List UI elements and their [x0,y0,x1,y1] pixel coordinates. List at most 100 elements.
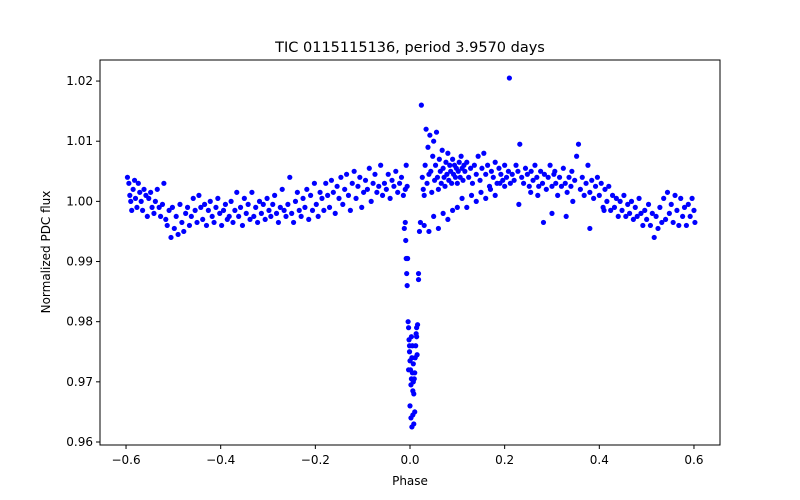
data-point [500,177,506,183]
data-point [634,213,640,220]
data-point [256,198,263,204]
data-point [325,192,331,198]
data-point [534,174,540,180]
data-point [326,204,333,210]
data-point [396,180,403,186]
data-point [604,198,610,204]
data-point [285,201,291,207]
data-point [611,204,618,210]
data-point [490,174,496,180]
data-point [260,201,266,207]
data-point [247,216,253,223]
data-point [415,270,422,277]
data-point [577,186,583,192]
data-point [368,198,374,204]
data-point [628,198,635,204]
data-point [562,180,568,186]
data-point [496,165,502,171]
data-point [406,349,413,355]
data-point [555,192,561,198]
data-point [432,162,439,168]
data-point [413,343,419,349]
data-point [530,177,536,183]
data-point [438,180,444,186]
data-point [583,180,589,186]
data-point [552,168,558,174]
data-point [564,189,570,195]
data-point [266,207,272,213]
data-point [404,183,410,189]
data-point [640,222,646,229]
data-point [549,210,555,216]
data-point [481,150,487,156]
data-point [406,343,413,349]
y-tick-label: 1.01 [66,134,93,148]
x-tick-label: −0.2 [301,453,330,467]
data-point [230,219,236,226]
data-point [439,147,445,153]
data-point [668,201,674,207]
data-point [272,192,278,198]
data-point [183,210,189,216]
chart-title: TIC 0115115136, period 3.9570 days [274,40,545,56]
data-point [543,186,549,192]
data-point [243,210,249,216]
data-point [408,334,415,340]
data-point [281,207,287,213]
data-point [411,421,417,427]
data-point [127,192,133,198]
data-point [414,322,421,328]
data-point [636,195,642,201]
y-axis-ticks: 0.96 0.97 0.98 0.99 1.00 1.01 1.02 [66,74,100,449]
data-point [462,168,468,174]
data-point [156,204,162,210]
data-point [568,183,574,189]
data-point [237,204,244,210]
data-point [436,156,442,162]
data-point [498,171,504,177]
data-point [398,174,405,180]
data-point [450,156,456,162]
data-point [606,183,612,189]
data-point [164,222,170,229]
data-point [298,213,304,220]
data-point [517,141,523,147]
data-point [657,204,663,210]
data-point [131,177,138,183]
data-point [623,213,629,220]
data-point [379,192,386,198]
data-point [458,153,464,159]
data-point [203,222,210,229]
data-point [135,180,141,186]
y-tick-label: 1.00 [66,194,93,208]
data-point [287,174,293,180]
data-point [393,168,399,174]
y-axis-label: Normalized PDC flux [39,191,53,314]
data-point [220,207,227,213]
data-point [273,210,280,216]
data-point [431,213,437,220]
data-point [477,177,483,183]
data-point [319,195,325,201]
data-point [306,216,312,223]
data-point [540,219,547,226]
data-point [560,165,566,171]
data-point [275,219,282,226]
data-point [494,180,500,186]
data-point [414,352,420,358]
data-point [662,216,669,223]
data-point [124,174,131,180]
data-point [452,174,459,180]
data-point [239,222,246,229]
data-point [444,171,450,177]
y-tick-label: 1.02 [66,74,93,88]
data-point [372,171,378,177]
data-point [374,189,380,195]
data-point [163,216,169,223]
data-point [205,207,211,213]
data-point [304,186,310,192]
data-point [503,174,510,180]
data-point [148,189,154,195]
plot-points [124,75,698,430]
